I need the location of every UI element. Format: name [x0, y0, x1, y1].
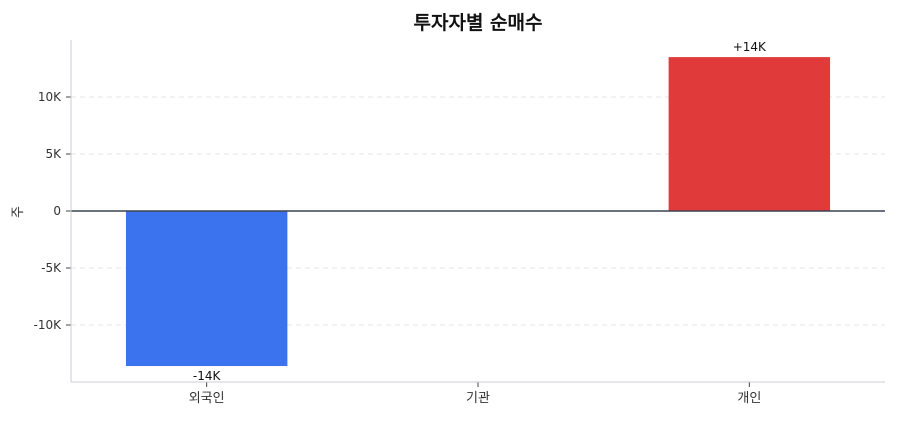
y-tick-label: 5K [45, 147, 62, 161]
bar-외국인 [125, 211, 288, 367]
chart-title: 투자자별 순매수 [414, 12, 543, 34]
y-axis-label: 주 [11, 206, 26, 218]
y-tick-label: 0 [53, 204, 61, 218]
y-tick-label: 10K [38, 90, 62, 104]
bar-개인 [668, 57, 831, 211]
x-tick-label: 개인 [737, 391, 761, 406]
data-label: +14K [733, 40, 767, 54]
x-tick-label: 기관 [466, 391, 490, 406]
x-tick-label: 외국인 [189, 391, 225, 406]
y-tick-label: -10K [34, 318, 63, 332]
y-tick-label: -5K [41, 261, 62, 275]
data-label: -14K [193, 369, 222, 383]
